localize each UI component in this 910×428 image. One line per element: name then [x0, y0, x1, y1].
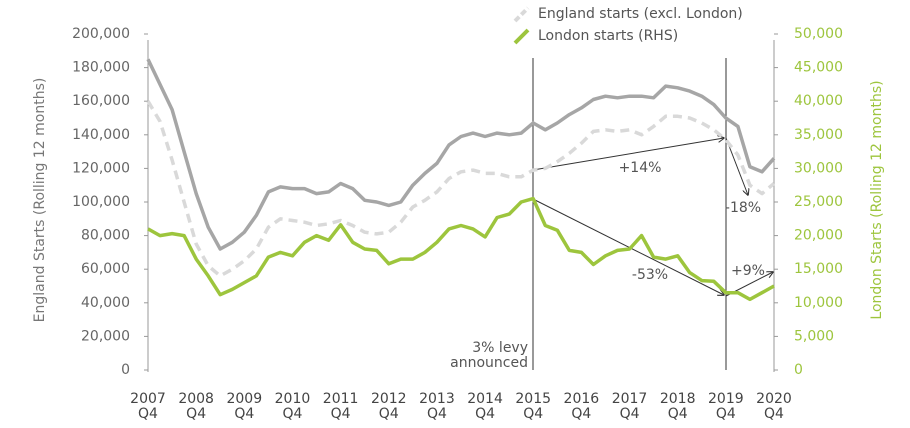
- y2-tick-label: 40,000: [794, 93, 843, 109]
- annotation: -53%: [632, 267, 668, 283]
- y2-tick-label: 35,000: [794, 127, 843, 143]
- y-tick-label: 200,000: [72, 26, 130, 42]
- arrow: [532, 138, 724, 171]
- y-tick-label: 60,000: [81, 261, 130, 277]
- y-tick-label: 100,000: [72, 194, 130, 210]
- x-tick-label: 2011 Q4: [322, 391, 359, 422]
- y-tick-label: 140,000: [72, 127, 130, 143]
- x-tick-label: 2016 Q4: [563, 391, 600, 422]
- arrow: [532, 198, 724, 295]
- annotation: +9%: [731, 263, 765, 279]
- y2-tick-label: 15,000: [794, 261, 843, 277]
- y-tick-label: 120,000: [72, 160, 130, 176]
- x-tick-label: 2013 Q4: [419, 391, 455, 422]
- y-tick-label: 80,000: [81, 228, 130, 244]
- annotation: -18%: [725, 200, 761, 216]
- y2-tick-label: 50,000: [794, 26, 843, 42]
- y-tick-label: 180,000: [72, 60, 130, 76]
- series-line: [146, 100, 776, 278]
- legend-swatch: [513, 6, 530, 23]
- annotation: 3% levy announced: [450, 340, 528, 371]
- y-tick-label: 0: [121, 362, 130, 378]
- x-tick-label: 2015 Q4: [515, 391, 552, 422]
- x-tick-label: 2008 Q4: [178, 391, 214, 422]
- legend-swatch: [513, 28, 530, 45]
- x-tick-label: 2017 Q4: [611, 391, 648, 422]
- series-line: [146, 58, 776, 251]
- x-tick-label: 2014 Q4: [467, 391, 503, 422]
- y2-axis-label: London Starts (Rolling 12 months): [869, 80, 885, 319]
- y-tick-label: 160,000: [72, 93, 130, 109]
- y-tick-label: 20,000: [81, 328, 130, 344]
- x-tick-label: 2012 Q4: [370, 391, 407, 422]
- arrow: [725, 137, 748, 195]
- x-tick-label: 2007 Q4: [130, 391, 166, 422]
- y2-tick-label: 45,000: [794, 60, 843, 76]
- x-tick-label: 2020 Q4: [756, 391, 792, 422]
- series-line: [147, 196, 775, 302]
- annotation: +14%: [619, 160, 662, 176]
- y2-tick-label: 20,000: [794, 228, 843, 244]
- legend-label: London starts (RHS): [538, 28, 678, 44]
- y-axis-label: England Starts (Rolling 12 months): [32, 78, 48, 323]
- x-tick-label: 2018 Q4: [659, 391, 696, 422]
- legend-label: England starts (excl. London): [538, 6, 743, 22]
- y-tick-label: 40,000: [81, 295, 130, 311]
- x-tick-label: 2009 Q4: [226, 391, 263, 422]
- y2-tick-label: 30,000: [794, 160, 843, 176]
- y2-tick-label: 5,000: [794, 328, 834, 344]
- y2-tick-label: 10,000: [794, 295, 843, 311]
- y2-tick-label: 0: [794, 362, 803, 378]
- x-tick-label: 2010 Q4: [274, 391, 311, 422]
- y2-tick-label: 25,000: [794, 194, 843, 210]
- x-tick-label: 2019 Q4: [708, 391, 744, 422]
